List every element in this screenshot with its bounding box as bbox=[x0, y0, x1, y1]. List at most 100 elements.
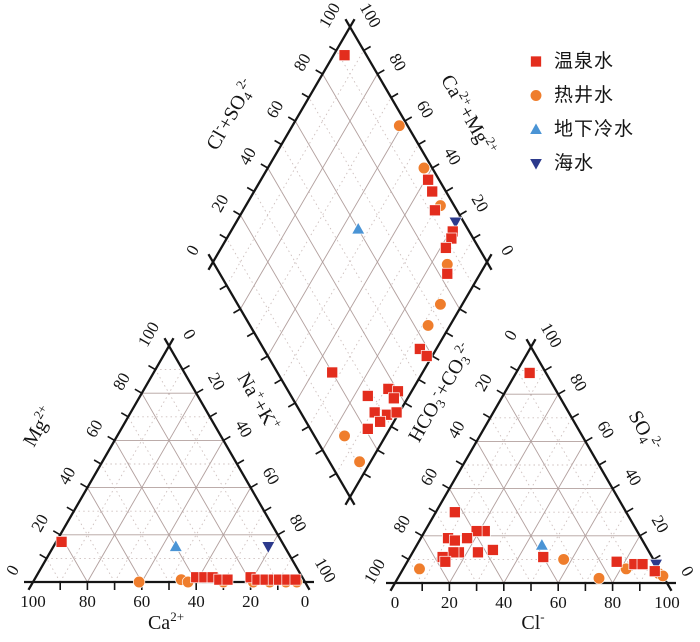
tick-label: 60 bbox=[81, 416, 106, 440]
data-point-triangle-down bbox=[528, 157, 544, 171]
data-point-square bbox=[374, 415, 386, 428]
data-point-square bbox=[55, 536, 68, 548]
tick-label: 80 bbox=[286, 511, 311, 535]
tick-label: 0 bbox=[500, 327, 521, 344]
data-point-square bbox=[636, 558, 649, 570]
tick-label: 0 bbox=[2, 562, 23, 579]
tick-label: 80 bbox=[79, 592, 96, 611]
tick-label: 20 bbox=[468, 191, 493, 215]
tick-label: 80 bbox=[386, 50, 411, 74]
axis-title-ca: Ca2+ bbox=[148, 608, 184, 634]
data-point-square bbox=[361, 390, 374, 402]
data-point-square bbox=[429, 204, 441, 217]
tick-label: 0 bbox=[391, 593, 400, 612]
data-point-circle bbox=[421, 319, 435, 332]
tick-label: 100 bbox=[134, 318, 163, 350]
series-points-0 bbox=[55, 49, 661, 586]
data-point-circle bbox=[413, 562, 426, 575]
hot-well-marker-icon bbox=[529, 88, 543, 102]
tick-label: 80 bbox=[389, 512, 414, 536]
tick-label: 40 bbox=[443, 417, 468, 441]
legend-item-label: 海水 bbox=[554, 152, 595, 174]
data-point-triangle-down bbox=[448, 216, 463, 230]
data-point-square bbox=[361, 423, 374, 435]
data-point-circle bbox=[393, 119, 406, 132]
axis-title-cl_so4: Cl-+SO42- bbox=[199, 74, 261, 154]
data-point-square bbox=[472, 546, 484, 559]
legend-item-cold-groundwater: 地下冷水 bbox=[528, 112, 634, 146]
cold-groundwater-marker-icon bbox=[528, 121, 544, 135]
data-point-square bbox=[326, 366, 339, 379]
data-point-square bbox=[422, 173, 434, 186]
gridlines bbox=[46, 50, 654, 584]
tick-label: 20 bbox=[648, 512, 673, 536]
tick-label: 20 bbox=[471, 370, 496, 394]
tick-label: 100 bbox=[20, 592, 46, 611]
data-point-square bbox=[470, 525, 483, 537]
data-point-square bbox=[648, 565, 661, 578]
tick-label: 100 bbox=[537, 319, 566, 351]
data-point-circle bbox=[132, 575, 146, 589]
tick-label: 20 bbox=[242, 592, 259, 611]
tick-label: 0 bbox=[677, 563, 698, 580]
data-point-square bbox=[461, 532, 473, 545]
tick-label: 60 bbox=[413, 97, 438, 121]
data-point-square bbox=[610, 555, 623, 568]
tick-label: 20 bbox=[27, 511, 52, 535]
axis-title-mg: Mg2+ bbox=[16, 402, 59, 451]
hot-spring-marker-icon bbox=[530, 55, 542, 67]
tick-label: 60 bbox=[262, 97, 287, 121]
legend: 温泉水 热井水 地下冷水 海水 bbox=[528, 44, 634, 180]
data-point-triangle-up bbox=[351, 221, 366, 235]
series-points-3 bbox=[261, 216, 664, 572]
data-point-triangle-up bbox=[528, 121, 544, 135]
data-point-square bbox=[390, 406, 403, 419]
tick-label: 0 bbox=[301, 592, 310, 611]
data-point-circle bbox=[434, 298, 447, 311]
legend-item-label: 温泉水 bbox=[554, 50, 615, 72]
tick-label: 80 bbox=[567, 370, 592, 394]
legend-item-hot-spring: 温泉水 bbox=[528, 44, 634, 78]
tick-label: 40 bbox=[441, 144, 466, 168]
seawater-marker-icon bbox=[528, 157, 544, 171]
data-point-circle bbox=[353, 455, 366, 468]
legend-item-label: 地下冷水 bbox=[554, 118, 635, 140]
tick-label: 40 bbox=[232, 416, 257, 440]
tick-label: 0 bbox=[182, 242, 203, 259]
tick-label: 80 bbox=[289, 50, 314, 74]
data-point-square bbox=[537, 551, 550, 563]
legend-item-label: 热井水 bbox=[554, 84, 615, 106]
data-point-triangle-up bbox=[534, 537, 549, 551]
tick-label: 40 bbox=[188, 592, 205, 611]
tick-label: 0 bbox=[179, 326, 200, 343]
tick-label: 100 bbox=[360, 555, 389, 587]
data-point-triangle-down bbox=[649, 558, 664, 572]
tick-label: 40 bbox=[495, 593, 512, 612]
data-point-square bbox=[338, 49, 351, 62]
tick-label: 20 bbox=[207, 191, 232, 215]
data-point-circle bbox=[592, 572, 606, 585]
tick-label: 40 bbox=[235, 144, 260, 168]
tick-label: 60 bbox=[416, 464, 441, 488]
tick-label: 40 bbox=[54, 463, 79, 487]
data-point-square bbox=[448, 534, 461, 547]
data-point-square bbox=[448, 506, 461, 519]
tick-label: 80 bbox=[109, 369, 134, 393]
tick-label: 100 bbox=[654, 593, 680, 612]
tick-label: 60 bbox=[594, 417, 619, 441]
legend-item-hot-well: 热井水 bbox=[528, 78, 634, 112]
axis-title-hco3_co3: HCO3-+CO32- bbox=[401, 338, 479, 446]
series-points-2 bbox=[168, 221, 549, 552]
data-point-square bbox=[530, 55, 542, 67]
data-point-circle bbox=[338, 429, 351, 443]
data-point-square bbox=[221, 573, 234, 586]
tick-label: 0 bbox=[497, 242, 518, 259]
data-point-square bbox=[487, 544, 499, 556]
tick-label: 20 bbox=[205, 369, 230, 393]
data-point-square bbox=[426, 185, 439, 198]
axis-title-ca_mg: Ca2++Mg2+ bbox=[436, 69, 503, 159]
data-point-circle bbox=[557, 553, 570, 566]
data-point-square bbox=[414, 343, 426, 355]
data-point-circle bbox=[529, 88, 543, 102]
